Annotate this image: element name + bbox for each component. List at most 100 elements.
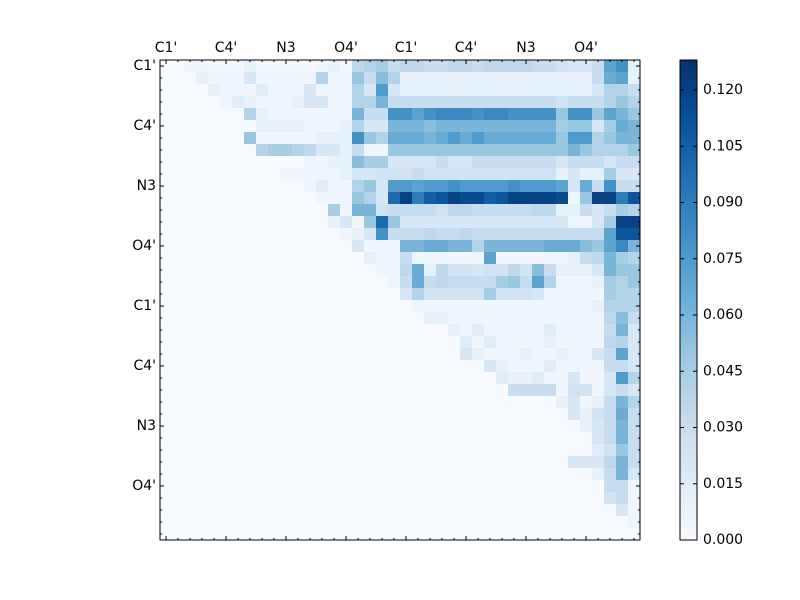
cell — [532, 192, 545, 205]
cell — [196, 348, 209, 361]
cell — [256, 132, 269, 145]
cell — [220, 456, 233, 469]
cell — [328, 372, 341, 385]
cell — [256, 60, 269, 73]
cell — [412, 444, 425, 457]
cell — [628, 60, 641, 73]
cell — [400, 204, 413, 217]
cell — [256, 264, 269, 277]
cell — [268, 396, 281, 409]
cell — [244, 516, 257, 529]
cell — [424, 72, 437, 85]
cell — [316, 84, 329, 97]
cell — [160, 276, 173, 289]
cell — [616, 96, 629, 109]
cell — [496, 360, 509, 373]
cell — [556, 300, 569, 313]
cell — [220, 132, 233, 145]
cell — [208, 456, 221, 469]
cell — [556, 168, 569, 181]
cell — [508, 360, 521, 373]
cell — [184, 384, 197, 397]
cell — [412, 360, 425, 373]
cell — [364, 408, 377, 421]
cell — [196, 216, 209, 229]
cell — [328, 324, 341, 337]
colorbar-tick-label: 0.000 — [703, 532, 743, 548]
cell — [412, 192, 425, 205]
cell — [184, 288, 197, 301]
cell — [388, 396, 401, 409]
cell — [196, 432, 209, 445]
cell — [172, 264, 185, 277]
cell — [460, 300, 473, 313]
cell — [352, 336, 365, 349]
cell — [352, 72, 365, 85]
cell — [604, 324, 617, 337]
cell — [268, 72, 281, 85]
cell — [628, 84, 641, 97]
cell — [220, 396, 233, 409]
cell — [160, 84, 173, 97]
cell — [520, 252, 533, 265]
cell — [160, 216, 173, 229]
cell — [580, 348, 593, 361]
cell — [184, 60, 197, 73]
cell — [280, 372, 293, 385]
cell — [520, 216, 533, 229]
cell — [556, 492, 569, 505]
cell — [268, 384, 281, 397]
cell — [196, 180, 209, 193]
cell — [472, 120, 485, 133]
cell — [376, 300, 389, 313]
cell — [196, 228, 209, 241]
cell — [472, 264, 485, 277]
cell — [256, 384, 269, 397]
cell — [256, 528, 269, 541]
cell — [556, 144, 569, 157]
cell — [460, 96, 473, 109]
cell — [244, 384, 257, 397]
cell — [220, 168, 233, 181]
cell — [292, 252, 305, 265]
colorbar-tick-label: 0.030 — [703, 420, 743, 436]
cell — [412, 228, 425, 241]
cell — [436, 96, 449, 109]
cell — [508, 108, 521, 121]
cell — [232, 264, 245, 277]
cell — [292, 504, 305, 517]
cell — [316, 468, 329, 481]
cell — [508, 168, 521, 181]
cell — [244, 108, 257, 121]
cell — [376, 168, 389, 181]
cell — [436, 276, 449, 289]
cell — [256, 288, 269, 301]
cell — [448, 72, 461, 85]
cell — [520, 72, 533, 85]
cell — [352, 312, 365, 325]
cell — [388, 444, 401, 457]
cell — [400, 372, 413, 385]
cell — [328, 132, 341, 145]
cell — [532, 432, 545, 445]
cell — [616, 108, 629, 121]
cell — [400, 444, 413, 457]
cell — [508, 96, 521, 109]
cell — [232, 312, 245, 325]
cell — [280, 492, 293, 505]
cell — [196, 312, 209, 325]
cell — [628, 108, 641, 121]
cell — [376, 384, 389, 397]
cell — [604, 516, 617, 529]
cell — [340, 300, 353, 313]
cell — [616, 324, 629, 337]
cell — [484, 420, 497, 433]
cell — [316, 252, 329, 265]
cell — [412, 300, 425, 313]
cell — [328, 276, 341, 289]
cell — [412, 336, 425, 349]
cell — [400, 168, 413, 181]
cell — [196, 96, 209, 109]
cell — [376, 180, 389, 193]
cell — [172, 216, 185, 229]
